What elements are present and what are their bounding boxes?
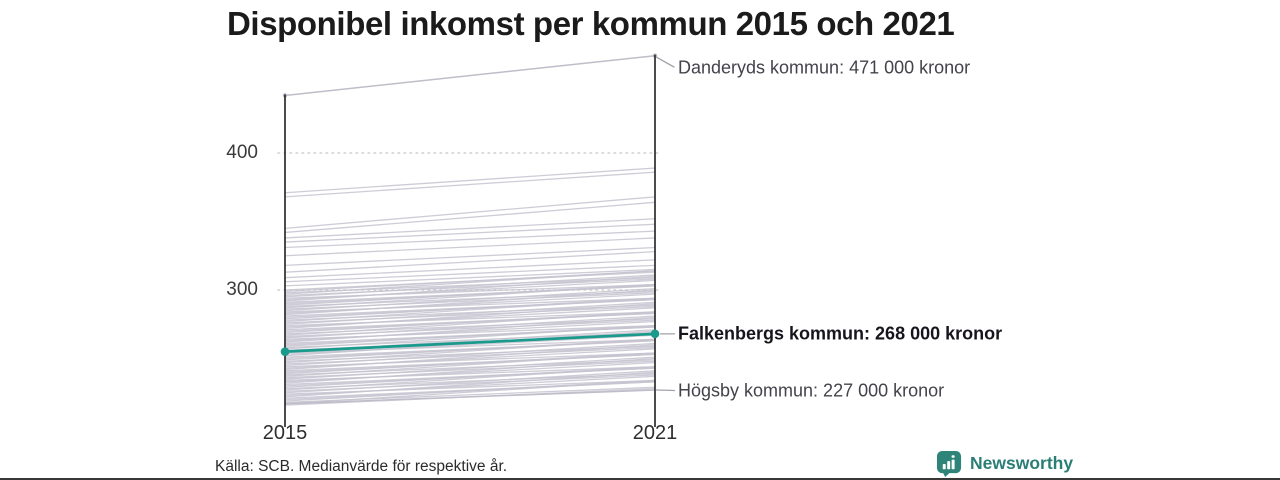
y-tick-400: 400 [226,142,258,163]
newsworthy-icon [936,450,962,477]
x-label-2015: 2015 [262,422,308,444]
x-label-2021: 2021 [632,422,678,444]
annotation-falkenberg: Falkenbergs kommun: 268 000 kronor [678,323,1003,344]
axes [284,54,656,427]
newsworthy-wordmark: Newsworthy [970,453,1074,473]
y-tick-300: 300 [226,279,258,300]
annotation-hogsby: Högsby kommun: 227 000 kronor [678,380,945,401]
source-note: Källa: SCB. Medianvärde för respektive å… [215,458,508,475]
newsworthy-logo: Newsworthy [936,450,1073,477]
chart-title: Disponibel inkomst per kommun 2015 och 2… [227,5,955,42]
background-lines [284,167,656,406]
highlight-line [280,329,660,356]
annotation-danderyd: Danderyds kommun: 471 000 kronor [678,57,971,78]
label-connectors [655,56,676,392]
